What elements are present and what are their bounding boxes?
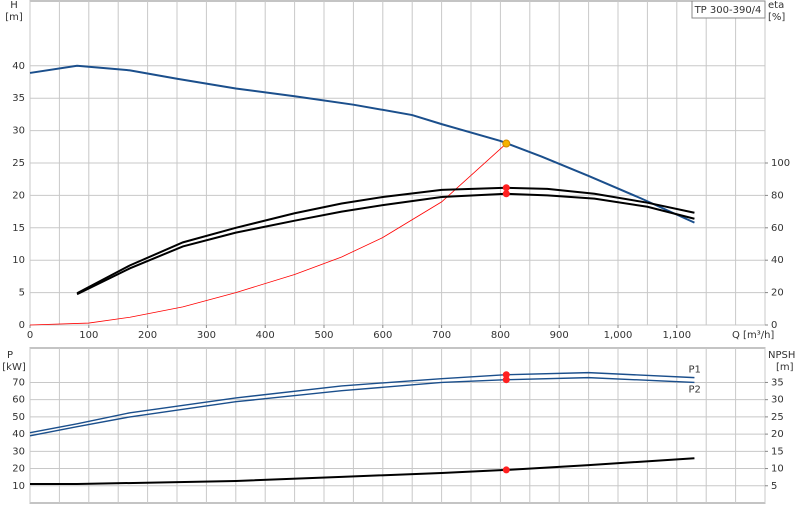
x-tick-label: 400 <box>256 330 275 341</box>
x-tick-label: 1,000 <box>604 330 633 341</box>
plot-area <box>29 347 766 504</box>
y-tick-label: 50 <box>12 412 25 423</box>
y-tick-label: 15 <box>12 223 25 234</box>
y-axis-label: H <box>10 0 18 11</box>
y2-tick-label: 60 <box>771 223 784 234</box>
curve <box>29 143 507 326</box>
x-tick-label: 900 <box>550 330 569 341</box>
y2-tick-label: 100 <box>771 158 790 169</box>
y2-tick-label: 40 <box>771 255 784 266</box>
y-tick-label: 25 <box>12 158 25 169</box>
y2-axis-unit: [m] <box>776 362 794 373</box>
y2-tick-label: 15 <box>771 446 784 457</box>
x-tick-label: 200 <box>138 330 157 341</box>
duty-point <box>502 190 510 198</box>
x-tick-label: 500 <box>314 330 333 341</box>
y2-tick-label: 80 <box>771 190 784 201</box>
curve <box>29 376 695 437</box>
x-tick-label: 1,100 <box>662 330 691 341</box>
duty-point <box>502 184 510 192</box>
y2-tick-label: 0 <box>771 320 777 331</box>
y2-tick-label: 20 <box>771 288 784 299</box>
y-tick-label: 40 <box>12 61 25 72</box>
y-tick-label: 0 <box>19 320 25 331</box>
y-tick-label: 35 <box>12 93 25 104</box>
y2-axis-unit: [%] <box>768 12 785 23</box>
duty-point <box>502 466 510 474</box>
y2-tick-label: 35 <box>771 377 784 388</box>
y-tick-label: 70 <box>12 377 25 388</box>
x-tick-label: 800 <box>491 330 510 341</box>
y2-tick-label: 20 <box>771 429 784 440</box>
y2-axis-label: NPSH <box>768 350 795 361</box>
x-axis-label: Q [m³/h] <box>732 330 774 341</box>
chart-title: TP 300-390/4 <box>694 5 762 16</box>
curve <box>76 192 695 296</box>
y-tick-label: 10 <box>12 481 25 492</box>
y-tick-label: 60 <box>12 395 25 406</box>
y-axis-unit: [m] <box>5 12 23 23</box>
y-tick-label: 10 <box>12 255 25 266</box>
x-tick-label: 100 <box>79 330 98 341</box>
y-tick-label: 20 <box>12 464 25 475</box>
y-tick-label: 20 <box>12 190 25 201</box>
title-box <box>691 0 766 19</box>
duty-point <box>502 139 511 148</box>
y-tick-label: 5 <box>19 288 25 299</box>
y-tick-label: 30 <box>12 126 25 137</box>
y-axis-label: P <box>7 350 13 361</box>
y-tick-label: 40 <box>12 429 25 440</box>
duty-point <box>502 376 510 384</box>
y-axis-unit: [kW] <box>2 362 26 373</box>
y2-tick-label: 30 <box>771 395 784 406</box>
y-tick-label: 30 <box>12 446 25 457</box>
curve <box>29 371 695 434</box>
y2-tick-label: 10 <box>771 464 784 475</box>
duty-point <box>502 371 510 379</box>
x-tick-label: 600 <box>373 330 392 341</box>
x-tick-label: 0 <box>27 330 33 341</box>
x-tick-label: 300 <box>197 330 216 341</box>
y2-tick-label: 5 <box>771 481 777 492</box>
y2-axis-label: eta <box>768 0 784 11</box>
curve <box>76 186 695 295</box>
y2-tick-label: 25 <box>771 412 784 423</box>
curve <box>30 457 695 486</box>
curve <box>29 64 695 224</box>
series-label: P1 <box>688 365 700 376</box>
series-label: P2 <box>688 384 700 395</box>
x-tick-label: 700 <box>432 330 451 341</box>
